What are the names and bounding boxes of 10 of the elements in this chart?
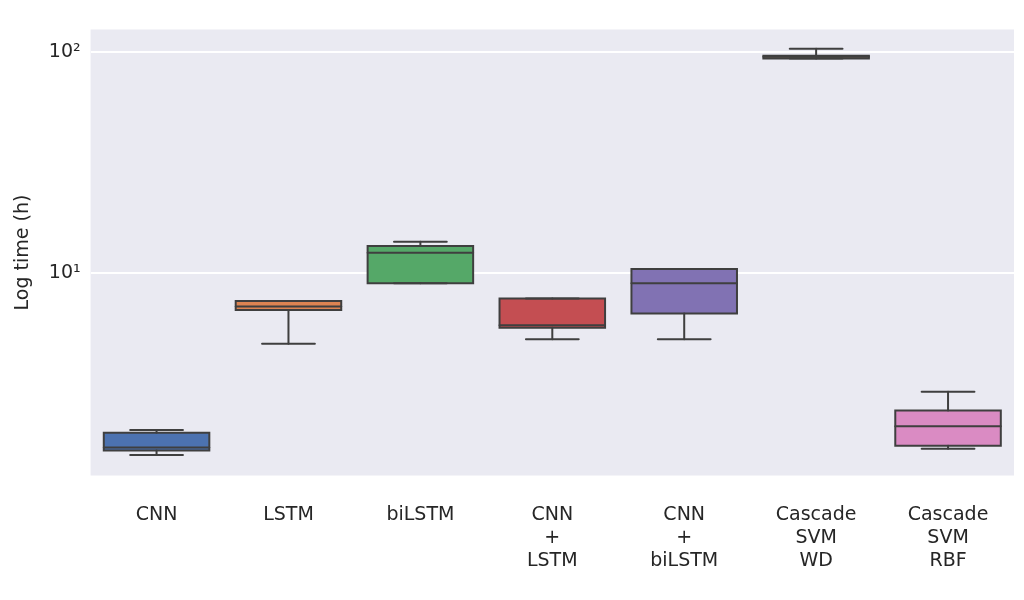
y-axis-title: Log time (h) [10, 194, 33, 311]
x-tick-label: biLSTM [386, 501, 455, 524]
x-tick-label: Cascade SVM WD [775, 501, 857, 570]
y-tick-label: 10¹ [48, 259, 81, 282]
x-tick-label: CNN + LSTM [526, 501, 578, 570]
x-tick-label: LSTM [263, 501, 314, 524]
x-tick-label: CNN [135, 501, 178, 524]
x-tick-label: Cascade SVM RBF [907, 501, 989, 570]
y-tick-label: 10² [48, 39, 81, 62]
x-tick-label: CNN + biLSTM [650, 501, 719, 570]
